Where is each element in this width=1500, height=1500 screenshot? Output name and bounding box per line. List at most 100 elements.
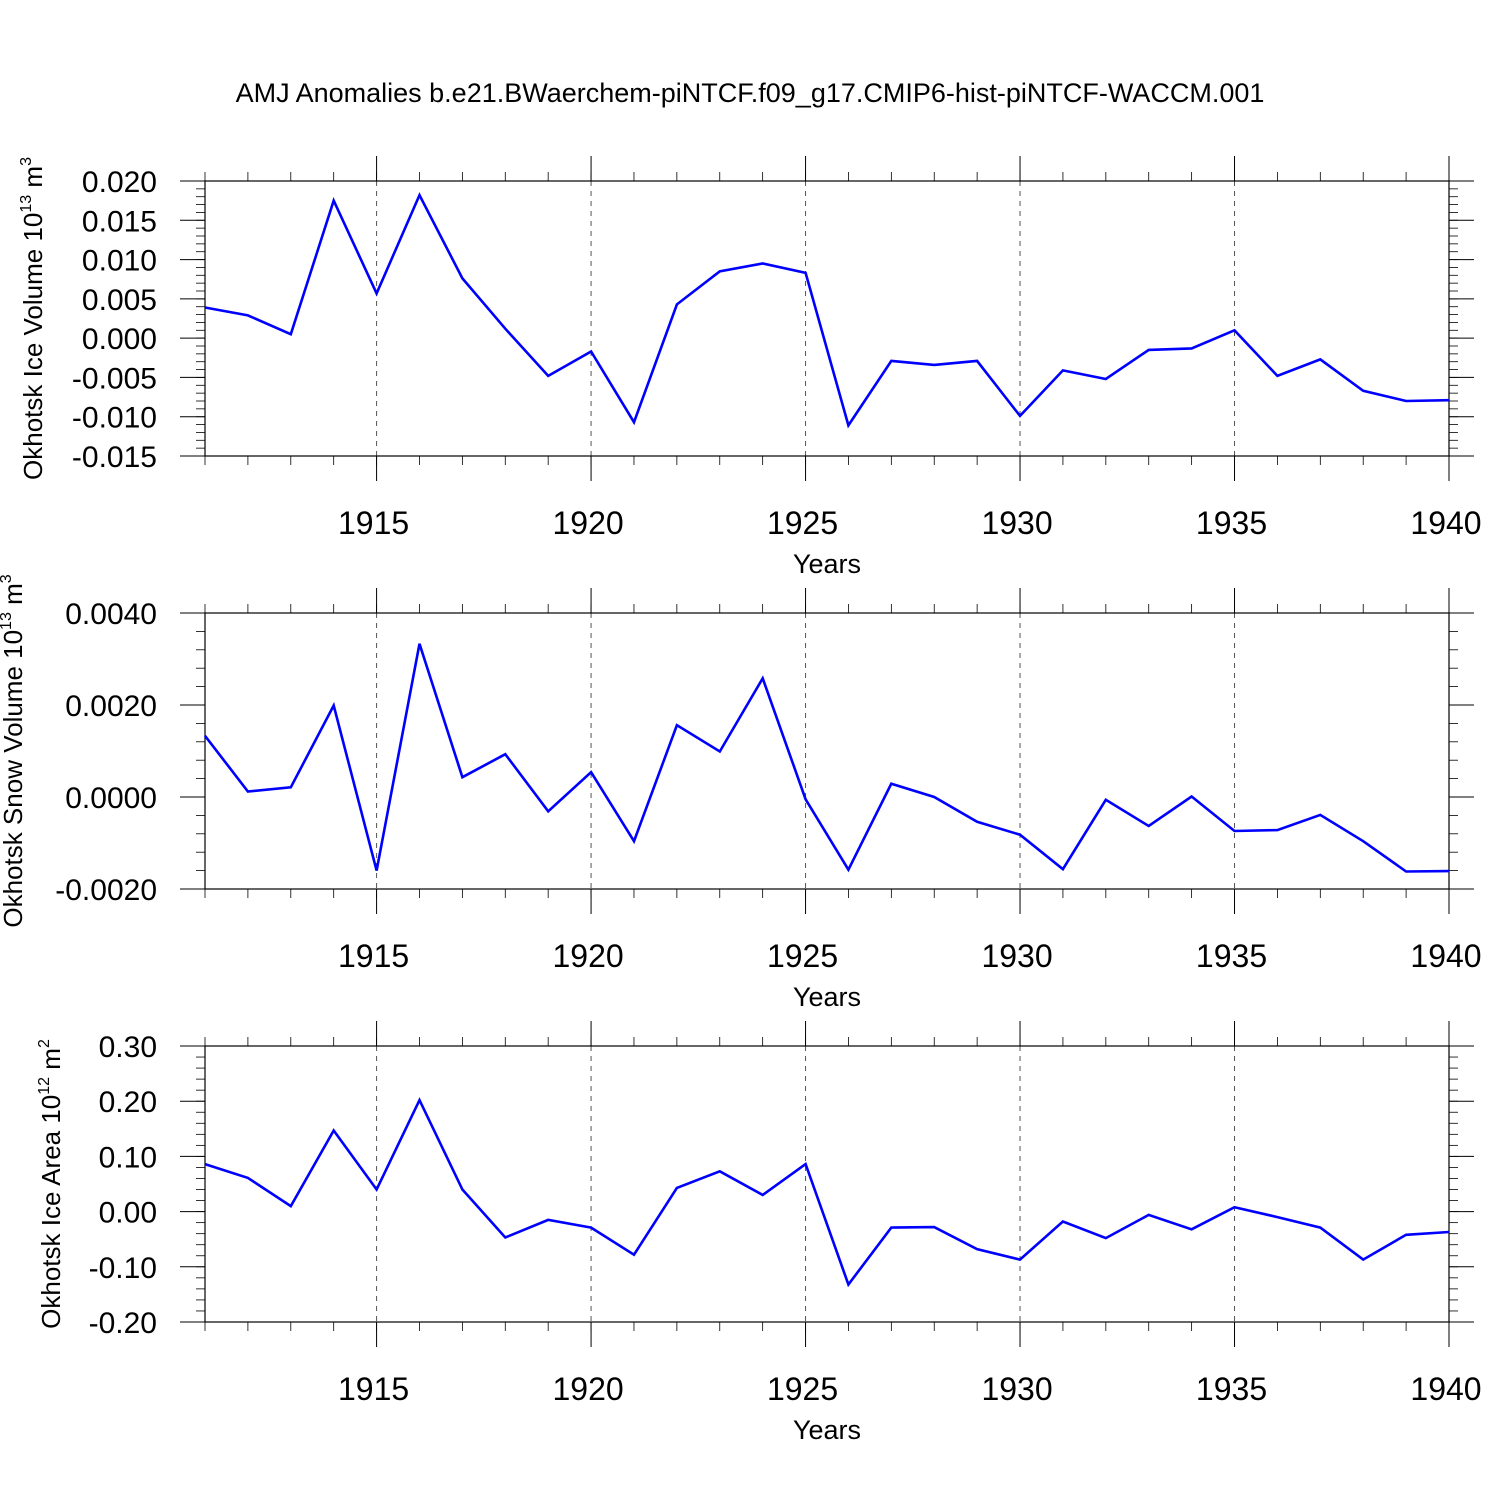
x-axis-title: Years — [793, 1415, 861, 1445]
data-point — [1019, 834, 1021, 836]
data-point — [890, 360, 892, 362]
data-point — [719, 1170, 721, 1172]
x-tick-label: 1920 — [552, 505, 623, 541]
x-tick-label: 1930 — [981, 505, 1052, 541]
data-point — [1105, 1237, 1107, 1239]
y-axis-title-text: Okhotsk Snow Volume 10 — [0, 630, 28, 928]
y-tick-label: 0.000 — [82, 323, 157, 356]
data-point — [761, 677, 763, 679]
plot-frame — [204, 1045, 1450, 1323]
figure-title: AMJ Anomalies b.e21.BWaerchem-piNTCF.f09… — [235, 78, 1265, 108]
data-point — [1062, 369, 1064, 371]
data-point — [332, 199, 334, 201]
data-point — [1190, 1228, 1192, 1230]
y-tick-label: 0.00 — [99, 1197, 157, 1230]
y-axis-title-exponent: 13 — [18, 195, 35, 213]
data-point — [1233, 1206, 1235, 1208]
y-tick-label: -0.005 — [72, 362, 157, 395]
data-point — [332, 1129, 334, 1131]
y-axis-title: Okhotsk Snow Volume 1013 m3 — [0, 574, 28, 927]
data-point — [247, 790, 249, 792]
x-tick-label: 1940 — [1410, 938, 1481, 974]
data-point — [1148, 825, 1150, 827]
data-point — [547, 375, 549, 377]
data-point — [1448, 399, 1450, 401]
series-line — [204, 192, 1450, 429]
data-point — [1105, 799, 1107, 801]
x-tick-label: 1935 — [1196, 938, 1267, 974]
x-axis-title: Years — [793, 982, 861, 1012]
x-tick-label: 1940 — [1410, 505, 1481, 541]
chart-panel-2: 0.0040 0.0020 0.0000 -0.0020 1915 1920 1925 193… — [0, 574, 1482, 1012]
data-point — [1319, 1226, 1321, 1228]
data-point — [890, 782, 892, 784]
data-point — [933, 796, 935, 798]
data-point — [547, 1219, 549, 1221]
data-point — [1190, 347, 1192, 349]
data-point — [761, 1194, 763, 1196]
data-point — [1276, 375, 1278, 377]
data-point — [247, 314, 249, 316]
data-point — [1233, 329, 1235, 331]
data-point — [847, 1283, 849, 1285]
data-point — [204, 735, 206, 737]
y-axis-title-unit: m — [0, 583, 28, 612]
data-point — [976, 1248, 978, 1250]
data-point — [719, 750, 721, 752]
x-tick-label: 1935 — [1196, 505, 1267, 541]
series-line — [203, 643, 1450, 873]
y-tick-label: -0.0020 — [55, 874, 157, 907]
x-axis-title: Years — [793, 549, 861, 579]
y-tick-label: -0.10 — [89, 1252, 157, 1285]
data-point — [976, 821, 978, 823]
y-tick-label: 0.020 — [82, 166, 157, 199]
data-point — [290, 1205, 292, 1207]
data-point — [1405, 870, 1407, 872]
y-tick-label: -0.010 — [72, 402, 157, 435]
data-point — [804, 1163, 806, 1165]
data-point — [504, 753, 506, 755]
chart-panel-3: 0.30 0.20 0.10 0.00 -0.10 -0.20 1915 1920 1925 19… — [36, 1021, 1482, 1445]
x-tick-label: 1925 — [767, 938, 838, 974]
y-tick-label: 0.0040 — [65, 598, 157, 631]
y-axis-title-unit-exponent: 3 — [18, 157, 35, 166]
data-point — [1148, 349, 1150, 351]
data-point — [1448, 870, 1450, 872]
data-point — [1362, 1258, 1364, 1260]
data-point — [633, 421, 635, 423]
data-point — [633, 840, 635, 842]
data-point — [461, 277, 463, 279]
data-point — [1148, 1214, 1150, 1216]
data-point — [761, 262, 763, 264]
data-point — [461, 776, 463, 778]
y-tick-label: -0.015 — [72, 441, 157, 474]
y-tick-label: 0.015 — [82, 205, 157, 238]
data-point — [375, 869, 377, 871]
data-point — [1062, 868, 1064, 870]
y-tick-label: 0.010 — [82, 245, 157, 278]
x-tick-label: 1930 — [981, 1371, 1052, 1407]
y-tick-label: 0.20 — [99, 1086, 157, 1119]
data-point — [247, 1177, 249, 1179]
x-tick-label: 1915 — [338, 505, 409, 541]
chart-panel-1: 0.020 0.015 0.010 0.005 0.000 -0.005 -0.010 -0.… — [18, 156, 1482, 579]
y-axis-title-text: Okhotsk Ice Area 10 — [36, 1095, 66, 1329]
y-tick-label: 0.005 — [82, 284, 157, 317]
data-point — [590, 771, 592, 773]
x-tick-label: 1925 — [767, 1371, 838, 1407]
data-point — [1319, 358, 1321, 360]
data-point — [676, 724, 678, 726]
y-axis-title-text: Okhotsk Ice Volume 10 — [18, 213, 48, 480]
x-tick-label: 1940 — [1410, 1371, 1481, 1407]
data-point — [1405, 1234, 1407, 1236]
data-point — [1448, 1231, 1450, 1233]
data-point — [547, 810, 549, 812]
x-tick-label: 1915 — [338, 938, 409, 974]
data-point — [1019, 1258, 1021, 1260]
data-point — [1190, 795, 1192, 797]
data-point — [332, 704, 334, 706]
y-axis-title-unit-exponent: 2 — [36, 1039, 53, 1048]
x-tick-label: 1935 — [1196, 1371, 1267, 1407]
y-tick-label: 0.0020 — [65, 690, 157, 723]
